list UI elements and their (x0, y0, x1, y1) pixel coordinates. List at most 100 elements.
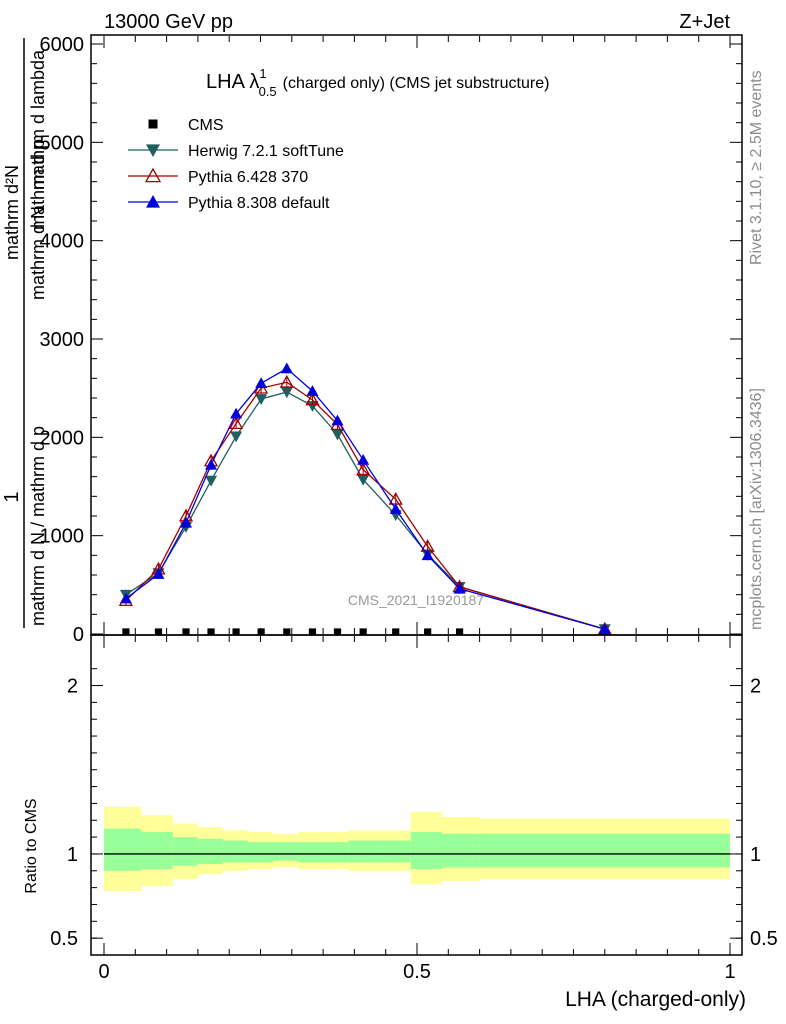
data-point (306, 385, 319, 396)
series-line (125, 381, 605, 630)
data-point (205, 458, 218, 470)
band-inner (172, 837, 198, 866)
main-panel: 0 1000 2000 3000 4000 5000 6000 CMS_2021_I1920… (1, 34, 743, 646)
band-inner (479, 833, 730, 868)
data-point (331, 429, 344, 441)
series-pythia-8-308-default (119, 362, 611, 635)
main-ytick-label-1: 1000 (40, 526, 85, 548)
data-point (392, 628, 400, 636)
data-point (228, 416, 244, 430)
data-point (154, 628, 163, 636)
legend-marker (148, 119, 158, 129)
data-point (205, 475, 218, 487)
data-point (279, 374, 294, 388)
header-right: Z+Jet (679, 11, 730, 33)
data-point (389, 503, 402, 514)
band-inner (141, 832, 173, 870)
data-point (357, 474, 370, 486)
main-ytick-label-6: 6000 (40, 34, 85, 56)
legend-item-0: CMS (148, 117, 224, 134)
data-point (280, 387, 293, 399)
ratio-frame (90, 634, 743, 956)
mcplots-label: mcplots.cern.ch [arXiv:1306.3436] (748, 388, 765, 630)
ylabel-dpt: mathrm d p (28, 139, 48, 230)
data-point (305, 392, 320, 406)
band-inner (348, 840, 380, 863)
header-left: 13000 GeV pp (104, 11, 233, 33)
legend-label: Pythia 8.308 default (188, 195, 330, 212)
ratio-xtick-label-0: 0 (98, 961, 109, 983)
ratio-panel: 0.5 0.5 1 1 2 2 0 0.5 1 Ratio to CMS LHA (charge… (23, 634, 778, 1011)
legend-marker (146, 144, 160, 157)
ylabel-dn: mathrm d N (28, 206, 48, 300)
ylabel-top: mathrm d²N (2, 165, 22, 260)
ratio-ytick-label-right-2: 2 (750, 676, 761, 698)
main-ytick-label-3: 3000 (40, 329, 85, 351)
rivet-label: Rivet 3.1.10, ≥ 2.5M events (748, 70, 765, 265)
main-ytick-label-5: 5000 (40, 132, 85, 154)
data-point (357, 453, 370, 465)
main-ytick-label-2: 2000 (40, 427, 85, 449)
data-point (424, 628, 432, 636)
main-ytick-label-0: 0 (73, 624, 84, 646)
series-line (125, 367, 605, 630)
data-point (230, 407, 243, 419)
legend-label: CMS (188, 117, 224, 134)
data-point (180, 516, 193, 528)
data-point (119, 592, 132, 604)
ratio-bands (104, 806, 730, 891)
band-inner (222, 840, 248, 863)
ratio-xtick-label-2: 1 (724, 961, 735, 983)
data-point (255, 394, 268, 405)
legend-item-2: Pythia 6.428 370 (128, 167, 308, 186)
band-inner (273, 842, 299, 861)
ylabel-one: 1 (1, 491, 23, 502)
plot-title: LHA λ1 0.5 (charged only) (CMS jet substru… (206, 66, 549, 99)
band-inner (379, 840, 411, 863)
main-ticks: 0 1000 2000 3000 4000 5000 6000 (40, 34, 742, 646)
main-ylabel: 1 mathrm d N / mathrm d p mathrm d²N mat… (1, 38, 48, 628)
legend-label: Herwig 7.2.1 softTune (188, 143, 344, 160)
data-point (453, 582, 466, 594)
band-inner (104, 828, 142, 871)
band-inner (298, 842, 324, 863)
ratio-ytick-label-left-1: 1 (67, 844, 78, 866)
data-point (232, 628, 240, 636)
data-point (455, 628, 464, 636)
legend-item-1: Herwig 7.2.1 softTune (128, 143, 344, 160)
series-cms (122, 628, 464, 636)
data-point (421, 549, 434, 561)
band-inner (197, 838, 223, 865)
band-inner (323, 842, 349, 863)
ratio-ytick-label-left-0: 0.5 (50, 928, 78, 950)
watermark: CMS_2021_I1920187 (348, 592, 484, 608)
data-point (356, 462, 371, 476)
band-inner (410, 832, 443, 870)
ratio-ytick-label-left-2: 2 (67, 676, 78, 698)
ratio-ytick-label-right-0: 0.5 (750, 928, 778, 950)
data-point (182, 628, 190, 636)
main-ytick-label-4: 4000 (40, 231, 85, 253)
data-point (359, 628, 367, 636)
band-inner (247, 842, 274, 863)
ratio-xtick-label-1: 0.5 (403, 961, 431, 983)
ratio-ticks: 0.5 0.5 1 1 2 2 0 0.5 1 (50, 636, 778, 983)
data-point (308, 628, 317, 636)
ylabel-dlambda: mathrm d lambda (28, 49, 48, 190)
legend-item-3: Pythia 8.308 default (128, 195, 330, 212)
data-point (280, 362, 293, 374)
legend-label: Pythia 6.428 370 (188, 169, 308, 186)
ratio-ytick-label-right-1: 1 (750, 844, 761, 866)
ylabel-dn-dpt: mathrm d N / mathrm d p (28, 426, 48, 626)
data-point (152, 568, 165, 579)
data-point (333, 628, 342, 636)
x-axis-label: LHA (charged-only) (565, 988, 746, 1011)
legend-marker (146, 195, 160, 208)
band-inner (442, 833, 480, 868)
legend: CMS Herwig 7.2.1 softTune Pythia 6.428 370… (128, 117, 344, 212)
data-point (255, 377, 268, 389)
data-point (122, 628, 130, 636)
legend-marker (144, 167, 162, 183)
data-point (230, 431, 243, 443)
